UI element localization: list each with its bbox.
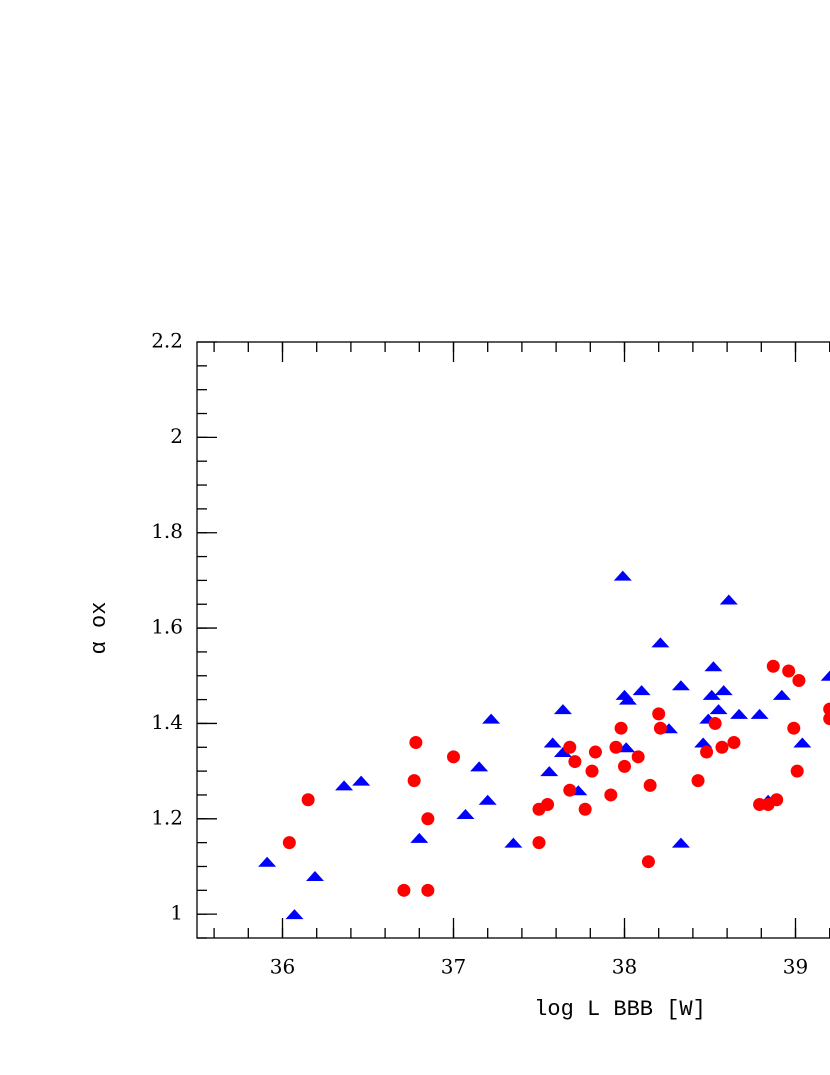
circle-point — [407, 774, 421, 788]
circle-point — [700, 745, 714, 759]
circle-point — [588, 745, 602, 759]
triangle-point — [719, 594, 738, 605]
triangle-point — [482, 713, 501, 724]
circle-point — [770, 793, 784, 807]
triangle-point — [618, 694, 637, 705]
triangle-point — [456, 809, 475, 820]
y-axis-label: α ox — [87, 602, 112, 655]
circle-point — [652, 707, 666, 721]
y-tick-label: 1 — [170, 901, 183, 925]
x-tick-label: 38 — [612, 955, 637, 979]
circle-point — [563, 783, 577, 797]
triangle-point — [714, 685, 733, 696]
circle-point — [585, 764, 599, 778]
circle-point — [578, 802, 592, 816]
circle-point — [421, 883, 435, 897]
triangle-point — [470, 761, 489, 772]
triangle-point — [258, 856, 277, 867]
triangle-point — [651, 637, 670, 648]
triangle-point — [305, 871, 324, 882]
triangle-point — [553, 747, 572, 758]
x-tick-label: 37 — [441, 955, 466, 979]
circle-point — [618, 759, 631, 773]
triangle-point — [694, 737, 713, 748]
triangle-point — [671, 837, 690, 848]
circle-point — [282, 836, 296, 850]
triangle-point — [730, 708, 749, 719]
y-tick-label: 1.4 — [151, 710, 183, 734]
y-tick-label: 1.6 — [151, 615, 183, 639]
circle-point — [397, 883, 411, 897]
triangle-point — [613, 570, 632, 581]
circle-point — [691, 774, 705, 788]
y-tick-label: 2 — [170, 424, 183, 448]
x-tick-label: 36 — [270, 955, 295, 979]
triangle-point — [504, 837, 523, 848]
y-tick-label: 2.2 — [151, 329, 183, 353]
circle-point — [715, 740, 729, 754]
circle-point — [532, 836, 546, 850]
triangle-point — [335, 780, 354, 791]
circle-point — [782, 664, 796, 678]
triangle-point — [352, 775, 371, 786]
plot-frame — [196, 341, 830, 939]
x-tick-label: 39 — [783, 955, 808, 979]
circle-point — [653, 721, 667, 735]
circle-point — [614, 721, 628, 735]
circle-point — [766, 659, 780, 673]
circle-point — [447, 750, 460, 764]
triangle-point — [478, 794, 497, 805]
triangle-point — [553, 704, 572, 715]
triangle-point — [793, 737, 812, 748]
triangle-point — [702, 689, 721, 700]
triangle-point — [709, 704, 728, 715]
circle-point — [823, 702, 830, 716]
circle-point — [641, 855, 655, 869]
triangle-point — [772, 689, 791, 700]
circle-point — [604, 788, 618, 802]
triangle-point — [820, 670, 830, 681]
triangle-point — [704, 661, 723, 672]
circle-point — [301, 793, 315, 807]
circle-point — [790, 764, 804, 778]
circle-point — [727, 736, 741, 750]
triangle-point — [632, 685, 651, 696]
circle-point — [541, 797, 555, 811]
circle-point — [563, 740, 577, 754]
circle-point — [787, 721, 801, 735]
triangle-point — [543, 737, 562, 748]
circle-point — [643, 778, 657, 792]
triangle-point — [671, 680, 690, 691]
triangle-point — [285, 909, 304, 920]
circle-point — [568, 755, 582, 769]
circle-point — [609, 740, 623, 754]
circle-point — [708, 716, 722, 730]
circle-point — [792, 674, 806, 688]
y-tick-label: 1.8 — [151, 519, 183, 543]
triangle-point — [410, 832, 429, 843]
triangle-point — [540, 766, 559, 777]
circle-point — [421, 812, 435, 826]
x-axis-label: log L BBB [W] — [534, 997, 706, 1022]
triangle-point — [750, 708, 769, 719]
y-tick-label: 1.2 — [151, 805, 183, 829]
circle-point — [409, 736, 423, 750]
circle-point — [631, 750, 645, 764]
